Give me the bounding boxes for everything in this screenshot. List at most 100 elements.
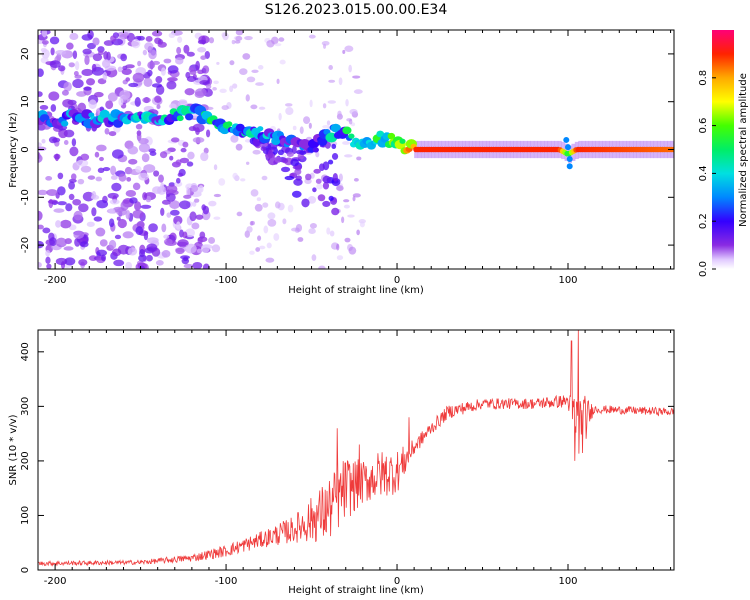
spectrogram-track-point: [225, 121, 233, 127]
spectrogram-noise-blob: [205, 84, 212, 89]
spectrogram-noise-blob: [78, 203, 89, 213]
spectrogram-noise-blob: [229, 60, 235, 66]
spectrogram-noise-blob: [168, 103, 177, 109]
spectrogram-noise-blob: [221, 105, 229, 111]
spectrogram-track-point: [399, 138, 406, 144]
spectrogram-noise-blob: [208, 200, 217, 207]
spectrogram-noise-blob: [195, 60, 200, 71]
spectrogram-noise-blob: [109, 199, 120, 205]
spectrogram-scatter-blob: [315, 178, 322, 184]
spectrogram-noise-blob: [213, 193, 222, 198]
spectrogram-noise-blob: [49, 237, 57, 247]
spectrogram-noise-blob: [195, 127, 200, 136]
spectrogram-noise-blob: [154, 95, 162, 103]
spectrogram-noise-blob: [142, 49, 148, 56]
spectrogram-noise-blob: [163, 238, 173, 246]
spectrogram-noise-blob: [138, 143, 151, 153]
spectrogram-noise-blob: [183, 194, 192, 199]
spectrogram-noise-blob: [279, 59, 286, 65]
spectrogram-noise-blob: [40, 47, 47, 53]
spectrogram-noise-blob: [197, 39, 207, 45]
spectrogram-noise-blob: [144, 42, 154, 51]
spectrogram-noise-blob: [93, 91, 104, 98]
spectrogram-noise-blob: [38, 154, 43, 163]
snr-ticks: -200 -100 0 100 0 100 200 300 400: [20, 330, 674, 587]
spectrogram-scatter-blob: [281, 158, 289, 164]
spectrogram-noise-blob: [73, 210, 83, 221]
snr-x-tick-label: -100: [215, 576, 238, 587]
spectrogram-scatter-blob: [318, 163, 325, 172]
spectrogram-noise-blob: [65, 203, 73, 212]
spectrogram-scatter-blob: [291, 190, 302, 198]
spectrogram-noise-blob: [77, 178, 85, 185]
spectrogram-noise-blob: [80, 165, 92, 173]
snr-y-tick-label: 200: [20, 451, 31, 470]
spectrogram-noise-blob: [108, 208, 116, 214]
spectrogram-noise-blob: [352, 196, 356, 202]
spectrogram-x-tick-label: -200: [44, 275, 67, 286]
spectrogram-noise-blob: [266, 39, 275, 48]
spectrogram-noise-blob: [352, 193, 361, 198]
spectrogram-noise-blob: [68, 193, 75, 201]
spectrogram-noise-blob: [344, 45, 354, 52]
spectrogram-noise-blob: [235, 30, 244, 36]
spectrogram-noise-blob: [250, 104, 258, 110]
spectrogram-noise-blob: [322, 125, 331, 129]
spectrogram-noise-blob: [190, 184, 199, 193]
spectrogram-noise-blob: [102, 71, 108, 81]
spectrogram-noise-blob: [62, 98, 74, 108]
spectrogram-noise-blob: [46, 263, 52, 269]
spectrogram-noise-blob: [91, 191, 97, 199]
spectrogram-noise-blob: [198, 185, 204, 193]
spectrogram-noise-blob: [177, 239, 189, 248]
spectrogram-noise-blob: [345, 98, 349, 107]
spectrogram-noise-blob: [318, 265, 326, 269]
spectrogram-scatter-blob: [331, 143, 337, 149]
spectrogram-noise-blob: [38, 68, 44, 77]
snr-y-tick-label: 100: [20, 506, 31, 525]
spectrogram-noise-blob: [327, 100, 337, 104]
spectrogram-noise-blob: [274, 43, 282, 47]
spectrogram-noise-blob: [250, 220, 256, 226]
spectrogram-noise-blob: [353, 177, 359, 182]
snr-line: [38, 330, 674, 567]
spectrogram-noise-blob: [232, 83, 238, 89]
spectrogram-noise-blob: [329, 230, 335, 237]
spectrogram-noise-blob: [242, 53, 251, 60]
snr-y-tick-label: 300: [20, 397, 31, 416]
spectrogram-noise-blob: [128, 158, 138, 165]
spectrogram-noise-blob: [336, 255, 344, 261]
spectrogram-noise-blob: [117, 218, 127, 229]
spectrogram-noise-blob: [328, 64, 333, 71]
spectrogram-noise-blob: [182, 231, 188, 239]
spectrogram-noise-blob: [111, 149, 124, 159]
spectrogram-noise-blob: [95, 144, 107, 152]
spectrogram-noise-blob: [149, 151, 157, 156]
spectrogram-noise-blob: [353, 89, 363, 94]
spectrogram-noise-blob: [341, 216, 345, 224]
spectrogram-noise-blob: [338, 77, 343, 86]
spectrogram-noise-blob: [257, 235, 262, 241]
spectrogram-noise-blob: [155, 76, 163, 84]
spectrogram-noise-blob: [142, 97, 151, 103]
spectrogram-noise-blob: [121, 68, 132, 75]
spectrogram-noise-blob: [117, 31, 130, 38]
spectrogram-noise-blob: [54, 153, 60, 162]
spectrogram-noise-blob: [338, 173, 343, 182]
spectrogram-noise-blob: [68, 181, 75, 190]
spectrogram-noise-blob: [222, 32, 229, 41]
spectrogram-noise-blob: [38, 91, 43, 97]
spectrogram-noise-blob: [212, 86, 217, 91]
spectrogram-noise-blob: [47, 199, 59, 204]
spectrogram-noise-blob: [97, 167, 105, 174]
spectrogram-noise-blob: [192, 136, 205, 144]
spectrogram-noise-blob: [213, 80, 219, 85]
spectrogram-noise-blob: [123, 199, 130, 204]
spectrogram-noise-blob: [38, 142, 42, 147]
snr-y-tick-label: 400: [20, 342, 31, 361]
spectrogram-noise-blob: [176, 46, 182, 55]
spectrogram-x-tick-label: 100: [558, 275, 577, 286]
spectrogram-noise-blob: [183, 256, 189, 262]
spectrogram-noise-blob: [73, 230, 85, 239]
